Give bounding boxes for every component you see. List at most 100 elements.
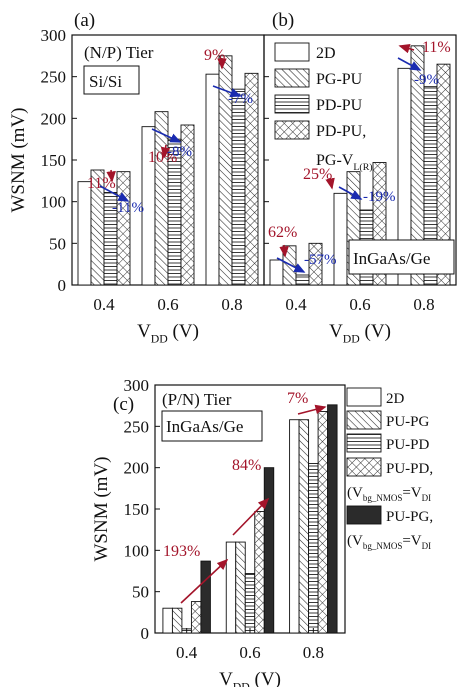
bar-2d-0.8 bbox=[289, 419, 300, 634]
legend-swatch bbox=[346, 387, 382, 407]
legend-label: (Vbg_NMOS=VDI bbox=[347, 533, 431, 551]
legend-swatch bbox=[274, 94, 310, 114]
y-tick-label: 150 bbox=[41, 151, 67, 170]
x-tick-label: 0.6 bbox=[349, 295, 370, 314]
x-tick-label: 0.6 bbox=[157, 295, 178, 314]
x-tick-label: 0.8 bbox=[303, 643, 324, 662]
y-tick-label: 300 bbox=[41, 26, 67, 45]
y-tick-label: 50 bbox=[49, 234, 66, 253]
y-axis-label: WSNM (mV) bbox=[91, 456, 112, 561]
red-arrow bbox=[106, 169, 116, 183]
y-tick-label: 50 bbox=[132, 583, 149, 602]
x-tick-label: 0.8 bbox=[221, 295, 242, 314]
red-arrow bbox=[232, 497, 270, 536]
blue-annotation: -57% bbox=[304, 252, 337, 268]
blue-arrow bbox=[151, 128, 182, 143]
red-annotation: 25% bbox=[303, 166, 332, 183]
x-axis-label: VDD (V) bbox=[329, 321, 391, 346]
y-tick-label: 0 bbox=[58, 276, 67, 295]
legend-swatch bbox=[346, 433, 382, 453]
red-arrow bbox=[160, 144, 171, 159]
x-tick-label: 0.8 bbox=[413, 295, 434, 314]
red-annotation: 7% bbox=[287, 390, 308, 407]
x-tick-label: 0.4 bbox=[176, 643, 198, 662]
bar-pu-pg-0.6 bbox=[235, 541, 246, 634]
bar-pu-pd-v-0.4 bbox=[190, 601, 202, 634]
blue-arrow bbox=[276, 257, 306, 273]
bar-pd-pu-pg-v-0.4 bbox=[308, 242, 323, 286]
blue-arrow bbox=[99, 185, 130, 202]
material-box bbox=[161, 410, 263, 442]
bar-2d-0.6 bbox=[333, 192, 348, 286]
x-tick-label: 0.4 bbox=[285, 295, 307, 314]
blue-arrow bbox=[397, 57, 422, 71]
bar-pd-pu-pg-v-0.4 bbox=[116, 171, 131, 286]
y-tick-label: 150 bbox=[124, 500, 150, 519]
panel-label-c: (c) bbox=[113, 394, 134, 415]
tier-label: (N/P) Tier bbox=[84, 43, 154, 62]
x-axis-label: VDD (V) bbox=[137, 321, 199, 346]
legend-swatch bbox=[274, 68, 310, 88]
bar-pu-pg-0.8 bbox=[298, 419, 310, 634]
x-tick-label: 0.4 bbox=[93, 295, 115, 314]
material-label: InGaAs/Ge bbox=[166, 417, 243, 436]
legend-label: PD-PU, bbox=[316, 123, 366, 140]
y-tick-label: 250 bbox=[41, 68, 67, 87]
bar-pd-pu-pg-v-0.6 bbox=[180, 124, 195, 286]
bar-pd-pu-0.4 bbox=[295, 274, 310, 286]
bar-pg-pu-0.6 bbox=[154, 111, 169, 286]
red-arrow bbox=[398, 44, 415, 54]
material-box bbox=[348, 239, 455, 275]
red-annotation: 62% bbox=[268, 224, 297, 241]
legend-label: PG-PU bbox=[316, 71, 363, 88]
bar-2d-0.4 bbox=[269, 259, 284, 286]
legend-label: PD-PU bbox=[316, 97, 363, 114]
blue-annotation: -19% bbox=[363, 189, 396, 205]
bar-2d-0.4 bbox=[162, 607, 173, 634]
legend-label: PU-PD, bbox=[386, 461, 433, 477]
legend-swatch bbox=[346, 457, 382, 477]
bar-pu-pd-0.6 bbox=[244, 573, 256, 634]
legend-label: (Vbg_NMOS=VDI bbox=[347, 485, 431, 503]
red-arrow bbox=[279, 244, 289, 258]
material-box bbox=[83, 65, 140, 95]
x-axis-label: VDD (V) bbox=[219, 669, 281, 687]
bar-pu-pd-v-0.6 bbox=[254, 511, 265, 634]
bar-pu-pg-0.4 bbox=[171, 607, 183, 634]
bar-pu-pd-0.8 bbox=[308, 463, 319, 634]
y-tick-label: 200 bbox=[124, 459, 150, 478]
red-arrow bbox=[297, 404, 327, 415]
red-annotation: 84% bbox=[232, 457, 261, 474]
panel-label-b: (b) bbox=[272, 10, 294, 31]
material-label: Si/Si bbox=[89, 72, 122, 91]
legend-label: PU-PD bbox=[386, 437, 430, 453]
tier-label: (P/N) Tier bbox=[162, 390, 232, 409]
red-annotation: 193% bbox=[163, 543, 200, 560]
legend-label: PU-PG, bbox=[386, 509, 433, 525]
y-tick-label: 200 bbox=[41, 109, 67, 128]
bar-2d-0.6 bbox=[225, 541, 237, 634]
bar-2d-0.4 bbox=[77, 181, 92, 286]
y-axis-label: WSNM (mV) bbox=[8, 107, 29, 212]
y-tick-label: 100 bbox=[41, 193, 67, 212]
legend-swatch bbox=[346, 505, 382, 525]
red-arrow bbox=[325, 177, 335, 190]
bar-pd-pu-0.8 bbox=[231, 88, 246, 286]
legend-label: PG-VL(R) bbox=[316, 152, 373, 173]
blue-annotation: -8% bbox=[167, 144, 192, 160]
legend-swatch bbox=[346, 410, 382, 430]
legend-label: 2D bbox=[316, 45, 336, 62]
blue-arrow bbox=[212, 85, 242, 98]
bar-2d-0.8 bbox=[205, 73, 220, 286]
y-tick-label: 0 bbox=[141, 624, 150, 643]
bar-pu-pg-v-0.8 bbox=[327, 404, 338, 634]
y-tick-label: 300 bbox=[124, 376, 150, 395]
y-tick-label: 100 bbox=[124, 541, 150, 560]
bar-pd-pu-pg-v-0.8 bbox=[436, 63, 451, 286]
bar-pu-pd-v-0.8 bbox=[317, 411, 329, 634]
legend-label: 2D bbox=[386, 391, 405, 407]
blue-arrow bbox=[338, 186, 363, 200]
material-label: InGaAs/Ge bbox=[353, 249, 430, 268]
blue-annotation: -11% bbox=[112, 200, 144, 216]
